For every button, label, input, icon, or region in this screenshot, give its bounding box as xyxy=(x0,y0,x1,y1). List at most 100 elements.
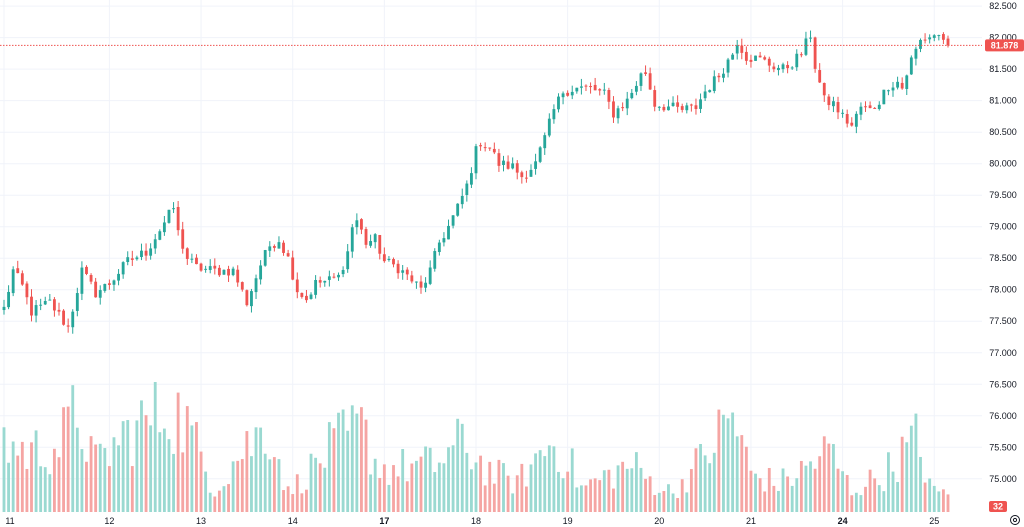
candle xyxy=(786,61,790,74)
volume-bar xyxy=(676,498,680,512)
volume-bar xyxy=(662,491,666,512)
candle xyxy=(722,68,725,83)
volume-bar xyxy=(66,406,70,512)
candle xyxy=(662,104,666,112)
candle xyxy=(928,34,932,44)
candle xyxy=(547,113,551,138)
candle xyxy=(231,266,235,277)
candle xyxy=(204,265,208,273)
candle xyxy=(117,269,120,286)
candle xyxy=(841,109,845,118)
candle xyxy=(378,234,382,260)
candle-body xyxy=(2,306,6,311)
volume-bar xyxy=(263,453,267,512)
y-tick-label: 76.500 xyxy=(989,379,1017,389)
volume-bar xyxy=(896,481,900,512)
volume-bar xyxy=(520,463,524,512)
volume-bar xyxy=(153,382,157,512)
candle-body xyxy=(272,246,276,248)
candle-body xyxy=(932,35,936,38)
candle-body xyxy=(213,265,217,269)
candle xyxy=(309,292,313,300)
volume-bar xyxy=(887,452,890,512)
volume-bar xyxy=(589,479,592,512)
candle-body xyxy=(818,70,822,83)
candle-body xyxy=(364,229,368,245)
volume-bar xyxy=(117,445,120,512)
volume-bar xyxy=(479,455,483,512)
candle xyxy=(387,256,391,262)
candle xyxy=(149,243,153,260)
volume-bar xyxy=(607,469,611,512)
candle-body xyxy=(48,299,52,301)
candle xyxy=(227,265,230,282)
volume-bar xyxy=(731,412,735,512)
volume-bar xyxy=(639,467,643,512)
candle-body xyxy=(89,275,93,282)
candle-body xyxy=(437,242,441,253)
volume-bar xyxy=(754,473,757,512)
candle-body xyxy=(680,106,684,110)
volume-bar xyxy=(584,485,588,512)
volume-bar xyxy=(900,436,904,512)
candle xyxy=(685,102,689,114)
candle-body xyxy=(859,106,863,115)
volume-bar xyxy=(744,446,748,512)
candle xyxy=(502,155,505,172)
candle xyxy=(332,273,336,279)
candle xyxy=(543,132,547,155)
candle-body xyxy=(896,81,900,88)
candle-body xyxy=(492,148,496,153)
x-tick-label: 12 xyxy=(104,516,114,526)
volume-bar xyxy=(341,409,345,512)
candle xyxy=(433,248,437,272)
candle-body xyxy=(460,195,464,205)
candle-body xyxy=(43,300,47,305)
candle xyxy=(832,96,835,113)
chart-settings-button[interactable] xyxy=(1010,515,1020,525)
volume-bar xyxy=(428,447,432,512)
candle xyxy=(905,74,909,96)
candle-body xyxy=(245,290,249,306)
volume-bar xyxy=(937,491,941,512)
volume-bar xyxy=(424,446,428,512)
candle-body xyxy=(20,273,24,285)
candle xyxy=(112,279,116,291)
candle-body xyxy=(873,107,877,109)
volume-bar xyxy=(291,494,295,512)
candle-body xyxy=(130,258,134,260)
candle xyxy=(763,55,767,61)
candle-body xyxy=(176,206,180,231)
candle-body xyxy=(731,54,735,60)
candle-body xyxy=(62,310,65,325)
candle-body xyxy=(799,54,803,56)
candle-body xyxy=(268,246,272,251)
candle-body xyxy=(809,37,812,39)
volume-bar xyxy=(593,478,597,512)
candle xyxy=(172,202,175,214)
volume-bar xyxy=(648,476,652,512)
volume-bar xyxy=(882,491,886,512)
candle-body xyxy=(923,39,927,41)
volume-bar xyxy=(465,452,469,512)
volume-bar xyxy=(415,460,418,512)
volume-bar xyxy=(360,407,363,512)
candle-body xyxy=(199,263,203,271)
candle xyxy=(43,296,47,306)
volume-bar xyxy=(543,456,547,512)
volume-bar xyxy=(16,455,20,512)
candle xyxy=(80,261,84,301)
volume-bar xyxy=(300,493,304,512)
candle-body xyxy=(396,263,400,274)
y-tick-label: 80.500 xyxy=(989,127,1017,137)
candle xyxy=(740,38,744,60)
candle-body xyxy=(547,118,551,136)
candle-body xyxy=(369,241,373,246)
volume-bar xyxy=(39,466,43,512)
candle-body xyxy=(644,72,647,74)
candle xyxy=(630,88,634,100)
y-tick-label: 78.000 xyxy=(989,285,1017,295)
volume-bar xyxy=(909,425,913,512)
candle-body xyxy=(909,57,913,75)
